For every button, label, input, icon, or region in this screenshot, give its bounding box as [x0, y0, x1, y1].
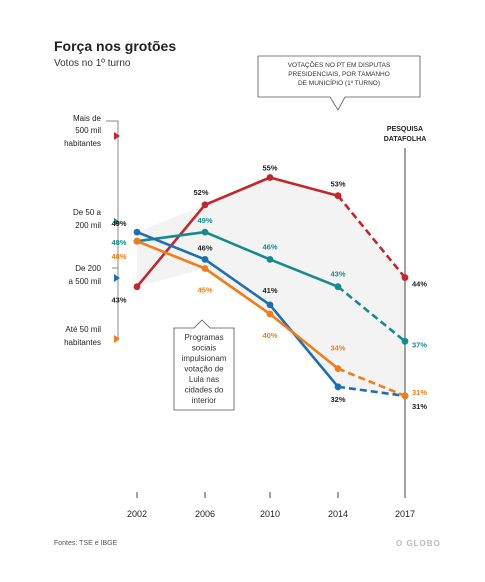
legend-label: habitantes	[64, 338, 101, 347]
data-label: 31%	[412, 388, 427, 397]
series-line	[136, 239, 339, 370]
survey-label: PESQUISA	[387, 126, 423, 133]
legend-marker	[114, 274, 120, 282]
note-text-top: DE MUNICÍPIO (1º TURNO)	[298, 78, 380, 87]
data-point	[334, 192, 342, 200]
x-tick-label: 2017	[395, 509, 415, 519]
legend-label: habitantes	[64, 139, 101, 148]
data-label: 52%	[193, 188, 208, 197]
legend-label: 500 mil	[75, 126, 101, 135]
note-text-top: VOTAÇÕES NO PT EM DISPUTAS	[288, 60, 391, 69]
data-label: 49%	[197, 216, 212, 225]
brand-logo: O GLOBO	[396, 539, 441, 548]
series-line-projection	[336, 194, 407, 279]
data-label: 44%	[412, 280, 427, 289]
data-label: 45%	[197, 286, 212, 295]
note-text-middle: impulsionam	[182, 354, 227, 363]
note-text-middle: Lula nas	[189, 375, 219, 384]
data-point	[334, 283, 342, 291]
legend: Mais de 500 mil habitantes De 50 a 200 mil De…	[64, 114, 120, 347]
legend-marker	[114, 335, 120, 343]
data-point	[201, 201, 209, 209]
legend-label: De 50 a	[73, 208, 102, 217]
data-label: 43%	[330, 270, 345, 279]
note-box-middle	[173, 319, 235, 411]
data-label: 48%	[111, 238, 126, 247]
legend-bracket	[106, 120, 119, 340]
data-label: 46%	[262, 242, 277, 251]
data-point	[266, 310, 274, 318]
legend-label: Mais de	[73, 114, 102, 123]
series-line-projection	[337, 367, 406, 398]
data-label: 53%	[330, 180, 345, 189]
legend-label: a 500 mil	[69, 277, 102, 286]
legend-marker	[114, 132, 120, 140]
note-text-middle: sociais	[192, 344, 216, 353]
data-label: 46%	[197, 243, 212, 252]
data-label: 55%	[262, 164, 277, 173]
series-line-projection	[337, 385, 406, 398]
data-label: 34%	[330, 344, 345, 353]
data-label: 49%	[111, 219, 126, 228]
x-tick-label: 2002	[127, 509, 147, 519]
x-axis: 2002 2006 2010 2014 2017	[127, 148, 415, 519]
note-text-middle: interior	[192, 396, 217, 405]
data-point	[401, 392, 409, 400]
legend-label: De 200	[75, 264, 101, 273]
annotations: VOTAÇÕES NO PT EM DISPUTAS PRESIDENCIAIS,…	[173, 55, 427, 411]
data-point	[201, 228, 209, 236]
data-point	[133, 237, 141, 245]
chart-title: Força nos grotões	[54, 38, 177, 54]
source-note: Fontes: TSE e IBGE	[54, 540, 118, 547]
data-point	[401, 337, 409, 345]
data-point	[334, 365, 342, 372]
data-label: 40%	[262, 331, 277, 340]
survey-label: DATAFOLHA	[384, 136, 427, 143]
data-point	[266, 174, 274, 181]
data-label: 32%	[330, 395, 345, 404]
data-label: 43%	[111, 296, 126, 305]
note-box-top	[257, 55, 421, 111]
note-text-top: PRESIDENCIAIS, POR TAMANHO	[288, 71, 390, 78]
data-label: 48%	[111, 252, 126, 261]
x-tick-label: 2010	[260, 509, 280, 519]
series-line	[136, 230, 339, 288]
note-text-middle: votação de	[184, 365, 224, 374]
series-line-projection	[337, 285, 406, 343]
note-text-middle: Programas	[184, 333, 223, 342]
x-tick-label: 2006	[195, 509, 215, 519]
legend-label: 200 mil	[75, 221, 101, 230]
data-point	[266, 256, 274, 263]
legend-label: Até 50 mil	[65, 325, 101, 334]
data-point	[133, 228, 141, 236]
data-point	[201, 256, 209, 263]
series-line	[136, 230, 340, 388]
data-label: 41%	[262, 286, 277, 295]
chart-subtitle: Votos no 1º turno	[54, 58, 131, 69]
data-point	[201, 265, 209, 272]
data-point	[334, 383, 342, 391]
data-label: 31%	[412, 402, 427, 411]
data-labels: 43% 52% 55% 53% 44% 48% 49% 46% 43% 37% 49% 46% 41% 3…	[111, 164, 427, 411]
note-text-middle: cidades do	[185, 386, 224, 395]
x-tick-label: 2014	[328, 509, 348, 519]
series-layer	[133, 174, 409, 400]
legend-marker	[114, 218, 120, 226]
data-point	[401, 274, 409, 281]
data-point	[133, 283, 141, 291]
data-point	[266, 301, 274, 309]
data-label: 37%	[412, 340, 427, 349]
